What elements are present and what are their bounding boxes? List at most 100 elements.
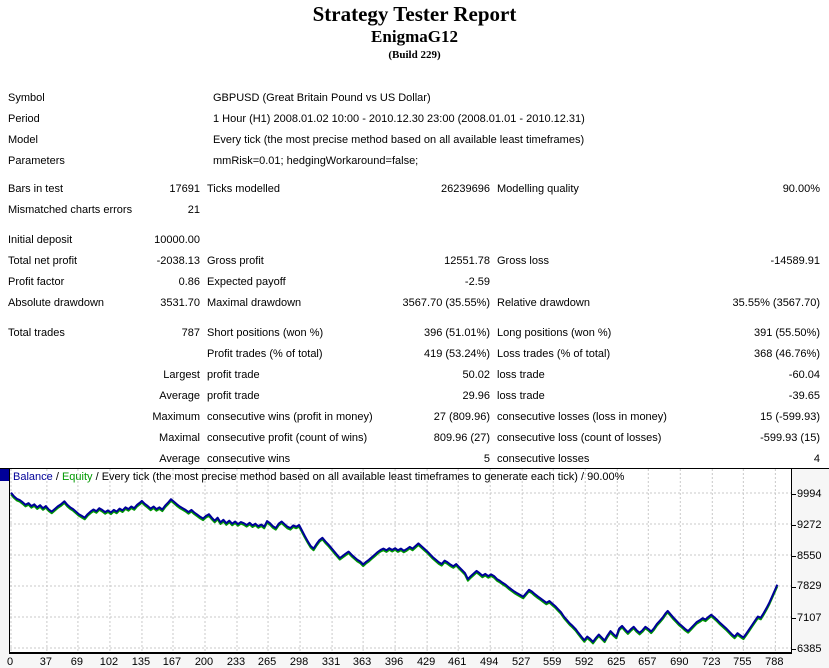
y-axis-tick: 6385 bbox=[797, 642, 822, 655]
chart-canvas bbox=[10, 469, 791, 652]
stat-label: consecutive wins bbox=[207, 453, 291, 465]
info-label: Model bbox=[8, 134, 38, 146]
stat-value: 26239696 bbox=[441, 183, 490, 195]
y-axis-tick-mark bbox=[792, 586, 796, 588]
stat-value bbox=[700, 272, 820, 293]
x-axis-tick: 527 bbox=[512, 656, 531, 668]
legend-separator: / bbox=[92, 471, 102, 483]
stat-value: 21 bbox=[187, 204, 200, 216]
info-label: Period bbox=[8, 113, 40, 125]
balance-graph: Balance / Equity / Every tick (the most … bbox=[0, 468, 829, 668]
legend-equity-label: Equity bbox=[61, 471, 93, 483]
stat-label: loss trade bbox=[497, 369, 545, 381]
stat-label: Largest bbox=[163, 369, 200, 381]
legend-balance-label: Balance bbox=[13, 471, 53, 483]
stat-label: Maximum bbox=[152, 411, 200, 423]
stat-value: -39.65 bbox=[788, 390, 820, 402]
x-axis-tick: 331 bbox=[321, 656, 341, 668]
equity-series bbox=[10, 493, 779, 645]
stat-label: Loss trades (% of total) bbox=[497, 348, 611, 360]
stat-label: Total net profit bbox=[8, 255, 78, 267]
stat-label: profit trade bbox=[207, 390, 260, 402]
stat-label: Ticks modelled bbox=[207, 183, 280, 195]
stat-label bbox=[490, 272, 700, 293]
stat-value: 396 (51.01%) bbox=[423, 327, 490, 339]
stat-label bbox=[200, 200, 393, 221]
stat-value: 90.00% bbox=[782, 183, 820, 195]
y-axis-tick-mark bbox=[792, 649, 796, 651]
table-row: Average profit trade 29.96 loss trade -39.65 bbox=[0, 386, 829, 407]
y-axis-tick: 9994 bbox=[797, 487, 822, 500]
stat-label bbox=[200, 230, 393, 251]
stat-value: 35.55% (3567.70) bbox=[732, 297, 820, 309]
section-spacer bbox=[0, 314, 829, 323]
x-axis-tick: 102 bbox=[99, 656, 119, 668]
stat-label: Mismatched charts errors bbox=[8, 204, 133, 216]
stat-label: consecutive losses (loss in money) bbox=[497, 411, 667, 423]
x-axis-tick: 755 bbox=[733, 656, 752, 668]
x-axis-tick: 657 bbox=[638, 656, 657, 668]
stat-label bbox=[8, 386, 140, 407]
stat-value: 0.86 bbox=[178, 276, 200, 288]
x-axis-tick: 723 bbox=[702, 656, 721, 668]
x-axis-tick: 494 bbox=[479, 656, 499, 668]
info-value: mmRisk=0.01; hedgingWorkaround=false; bbox=[213, 155, 419, 167]
x-axis-tick: 396 bbox=[384, 656, 404, 668]
stat-label: Initial deposit bbox=[8, 234, 73, 246]
table-row: Initial deposit 10000.00 bbox=[0, 230, 829, 251]
stat-label: Maximal bbox=[159, 432, 200, 444]
table-row: Bars in test 17691 Ticks modelled 26239696 M… bbox=[0, 179, 829, 200]
stat-value: 4 bbox=[813, 453, 820, 465]
stat-value bbox=[700, 200, 820, 221]
stat-label: Average bbox=[159, 390, 200, 402]
x-axis-tick: 265 bbox=[257, 656, 277, 668]
legend-separator: / bbox=[52, 471, 62, 483]
stat-label: Absolute drawdown bbox=[8, 297, 105, 309]
x-axis-tick: 298 bbox=[289, 656, 309, 668]
x-axis-tick: 592 bbox=[575, 656, 594, 668]
stat-label: Average bbox=[159, 453, 200, 465]
stat-value: 3531.70 bbox=[160, 297, 200, 309]
stat-value: 29.96 bbox=[462, 390, 490, 402]
page-title: Strategy Tester Report bbox=[312, 2, 517, 26]
stat-value: 50.02 bbox=[462, 369, 490, 381]
x-axis-tick: 167 bbox=[162, 656, 182, 668]
x-axis-tick: 429 bbox=[416, 656, 436, 668]
x-axis-tick: 461 bbox=[447, 656, 467, 668]
stat-label: Maximal drawdown bbox=[207, 297, 302, 309]
stat-value bbox=[393, 230, 490, 251]
stat-label: Modelling quality bbox=[497, 183, 579, 195]
stat-label: Gross loss bbox=[497, 255, 549, 267]
x-axis-tick: 135 bbox=[131, 656, 151, 668]
stat-value: 10000.00 bbox=[154, 234, 200, 246]
stat-label: Profit factor bbox=[8, 276, 65, 288]
test-stats-table: Bars in test 17691 Ticks modelled 26239696 M… bbox=[0, 179, 829, 470]
build-number: (Build 229) bbox=[388, 49, 441, 61]
stat-label: Total trades bbox=[8, 327, 65, 339]
info-row: Model Every tick (the most precise method… bbox=[0, 130, 829, 151]
stat-label bbox=[8, 407, 140, 428]
stat-value bbox=[140, 344, 200, 365]
y-axis-tick: 7829 bbox=[797, 580, 822, 593]
stat-label: Profit trades (% of total) bbox=[207, 348, 323, 360]
x-axis-tick: 200 bbox=[194, 656, 214, 668]
stat-value: 3567.70 (35.55%) bbox=[402, 297, 490, 309]
table-row: Mismatched charts errors 21 bbox=[0, 200, 829, 221]
y-axis-tick: 8550 bbox=[797, 549, 822, 562]
stat-label: Bars in test bbox=[8, 183, 64, 195]
y-axis-tick: 9272 bbox=[797, 518, 822, 531]
stat-label bbox=[8, 428, 140, 449]
table-row: Profit factor 0.86 Expected payoff -2.59 bbox=[0, 272, 829, 293]
stat-value: 12551.78 bbox=[444, 255, 490, 267]
x-axis-tick: 788 bbox=[765, 656, 784, 668]
info-row: Parameters mmRisk=0.01; hedgingWorkaround… bbox=[0, 151, 829, 172]
stat-label bbox=[490, 200, 700, 221]
info-label: Parameters bbox=[8, 155, 65, 167]
table-row: Total trades 787 Short positions (won %) 39… bbox=[0, 323, 829, 344]
table-row: Profit trades (% of total) 419 (53.24%) Lo… bbox=[0, 344, 829, 365]
stat-label: Short positions (won %) bbox=[207, 327, 324, 339]
stat-label: profit trade bbox=[207, 369, 260, 381]
stat-value: -599.93 (15) bbox=[760, 432, 820, 444]
stat-label bbox=[8, 365, 140, 386]
stat-value: -2.59 bbox=[464, 276, 490, 288]
